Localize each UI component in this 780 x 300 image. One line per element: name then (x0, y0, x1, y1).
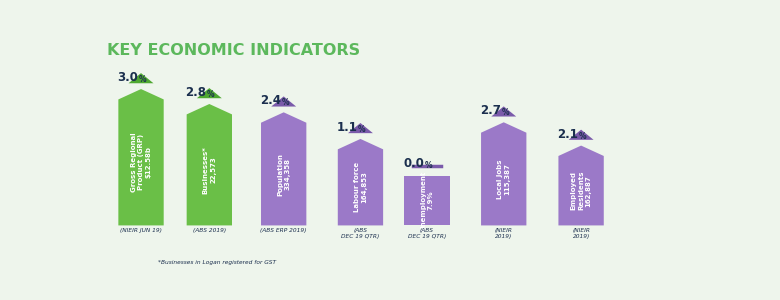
Text: (NIEIR JUN 19): (NIEIR JUN 19) (120, 228, 162, 233)
Text: %: % (424, 161, 432, 170)
Text: (ABS
DEC 19 QTR): (ABS DEC 19 QTR) (408, 228, 446, 238)
Polygon shape (119, 89, 164, 225)
Polygon shape (338, 139, 383, 225)
Text: %: % (139, 75, 146, 84)
Text: 1.1: 1.1 (336, 121, 357, 134)
Text: (ABS
DEC 19 QTR): (ABS DEC 19 QTR) (342, 228, 380, 238)
Text: 2.1: 2.1 (557, 128, 578, 140)
Polygon shape (129, 73, 154, 83)
Polygon shape (348, 123, 373, 133)
Polygon shape (491, 106, 516, 116)
Polygon shape (404, 176, 449, 225)
Polygon shape (186, 104, 232, 225)
Text: 2.4: 2.4 (260, 94, 281, 107)
Text: Population
334,358: Population 334,358 (277, 153, 290, 196)
Polygon shape (481, 122, 526, 225)
Text: %: % (207, 90, 215, 99)
Text: 2.8: 2.8 (186, 86, 206, 99)
Text: %: % (282, 98, 289, 107)
Text: Businesses*
22,573: Businesses* 22,573 (203, 146, 216, 194)
Text: (ABS 2019): (ABS 2019) (193, 228, 226, 233)
Text: Unemployment
7.9%: Unemployment 7.9% (420, 170, 434, 231)
Text: 0.0: 0.0 (403, 158, 424, 170)
Text: Gross Regional
Product (GRP)
$12.58b: Gross Regional Product (GRP) $12.58b (130, 133, 151, 192)
Text: (NIEIR
2019): (NIEIR 2019) (572, 228, 590, 238)
Polygon shape (261, 112, 307, 225)
Text: KEY ECONOMIC INDICATORS: KEY ECONOMIC INDICATORS (107, 43, 360, 58)
Polygon shape (271, 96, 296, 106)
Text: (NIEIR
2019): (NIEIR 2019) (495, 228, 512, 238)
Text: %: % (502, 108, 509, 117)
Text: *Businesses in Logan registered for GST: *Businesses in Logan registered for GST (158, 260, 276, 265)
Text: Labour force
164,853: Labour force 164,853 (353, 162, 367, 212)
Polygon shape (558, 146, 604, 225)
Text: %: % (358, 125, 366, 134)
Text: Employed
Residents
162,887: Employed Residents 162,887 (571, 171, 591, 211)
Polygon shape (569, 130, 594, 140)
Text: 3.0: 3.0 (117, 71, 138, 84)
Text: %: % (579, 131, 587, 140)
Text: Local Jobs
115,387: Local Jobs 115,387 (497, 159, 510, 199)
Text: 2.7: 2.7 (480, 104, 501, 117)
Polygon shape (197, 88, 222, 98)
Text: (ABS ERP 2019): (ABS ERP 2019) (261, 228, 307, 233)
